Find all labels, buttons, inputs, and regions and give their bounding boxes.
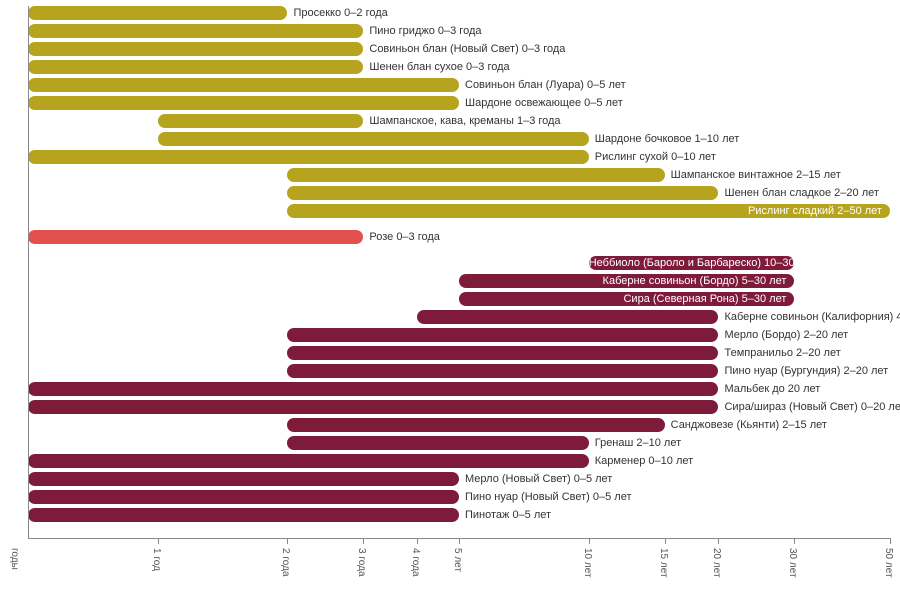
axis-tick-label: 1 год <box>151 548 162 571</box>
axis-tick <box>459 538 460 544</box>
range-bar <box>28 230 363 244</box>
axis-tick-label: 5 лет <box>452 548 463 572</box>
bar-label: Шампанское, кава, креманы 1–3 года <box>363 114 560 128</box>
bar-label: Рислинг сладкий 2–50 лет <box>287 204 890 218</box>
axis-tick <box>665 538 666 544</box>
range-bar <box>158 132 589 146</box>
range-bar <box>287 328 718 342</box>
range-bar <box>417 310 718 324</box>
bar-label: Санджовезе (Кьянти) 2–15 лет <box>665 418 827 432</box>
bar-label: Мерло (Бордо) 2–20 лет <box>718 328 848 342</box>
bar-label: Гренаш 2–10 лет <box>589 436 681 450</box>
range-bar <box>28 490 459 504</box>
bar-label: Шампанское винтажное 2–15 лет <box>665 168 841 182</box>
axis-tick <box>363 538 364 544</box>
bar-label: Карменер 0–10 лет <box>589 454 693 468</box>
range-bar <box>28 150 589 164</box>
bar-label: Темпранильо 2–20 лет <box>718 346 840 360</box>
range-bar <box>28 60 363 74</box>
y-axis-line <box>28 6 29 538</box>
range-bar <box>28 472 459 486</box>
wine-aging-chart: Просекко 0–2 года Пино гриджо 0–3 года Сов… <box>0 0 900 590</box>
range-bar <box>158 114 364 128</box>
axis-tick-label: 4 года <box>410 548 421 577</box>
bar-label: Каберне совиньон (Калифорния) 4–20 лет <box>718 310 900 324</box>
range-bar <box>287 364 718 378</box>
bar-label: Пино гриджо 0–3 года <box>363 24 481 38</box>
axis-tick-label: 10 лет <box>582 548 593 578</box>
range-bar <box>28 454 589 468</box>
bar-label: Мальбек до 20 лет <box>718 382 820 396</box>
range-bar <box>287 346 718 360</box>
bar-label: Сира/шираз (Новый Свет) 0–20 лет <box>718 400 900 414</box>
bar-label: Просекко 0–2 года <box>287 6 387 20</box>
bar-label: Розе 0–3 года <box>363 230 440 244</box>
range-bar <box>28 382 718 396</box>
axis-tick <box>794 538 795 544</box>
axis-tick <box>158 538 159 544</box>
bar-label: Шардоне бочковое 1–10 лет <box>589 132 740 146</box>
axis-tick-label: 15 лет <box>658 548 669 578</box>
bar-label: Рислинг сухой 0–10 лет <box>589 150 716 164</box>
axis-tick-label: 3 года <box>356 548 367 577</box>
range-bar <box>28 508 459 522</box>
bar-label: Пинотаж 0–5 лет <box>459 508 551 522</box>
bar-label: Шардоне освежающее 0–5 лет <box>459 96 623 110</box>
bar-label: Совиньон блан (Луара) 0–5 лет <box>459 78 626 92</box>
axis-tick <box>890 538 891 544</box>
axis-tick-label: 50 лет <box>883 548 894 578</box>
bar-label: Шенен блан сладкое 2–20 лет <box>718 186 878 200</box>
axis-tick <box>589 538 590 544</box>
range-bar <box>28 78 459 92</box>
axis-tick <box>718 538 719 544</box>
range-bar <box>287 168 664 182</box>
axis-tick-label: 30 лет <box>787 548 798 578</box>
range-bar <box>28 6 287 20</box>
axis-tick <box>287 538 288 544</box>
bar-label: Пино нуар (Новый Свет) 0–5 лет <box>459 490 632 504</box>
axis-title: годы <box>9 548 20 570</box>
bar-label: Шенен блан сухое 0–3 года <box>363 60 509 74</box>
bar-label: Совиньон блан (Новый Свет) 0–3 года <box>363 42 565 56</box>
axis-tick-label: 20 лет <box>711 548 722 578</box>
axis-tick <box>417 538 418 544</box>
range-bar <box>287 186 718 200</box>
axis-tick-label: 2 года <box>280 548 291 577</box>
bar-label: Пино нуар (Бургундия) 2–20 лет <box>718 364 888 378</box>
range-bar <box>28 42 363 56</box>
range-bar <box>28 400 718 414</box>
range-bar <box>28 96 459 110</box>
bar-label: Сира (Северная Рона) 5–30 лет <box>459 292 794 306</box>
bar-label: Неббиоло (Бароло и Барбареско) 10–30 лет <box>589 256 795 270</box>
bar-label: Мерло (Новый Свет) 0–5 лет <box>459 472 612 486</box>
range-bar <box>287 418 664 432</box>
range-bar <box>28 24 363 38</box>
range-bar <box>287 436 588 450</box>
bar-label: Каберне совиньон (Бордо) 5–30 лет <box>459 274 794 288</box>
